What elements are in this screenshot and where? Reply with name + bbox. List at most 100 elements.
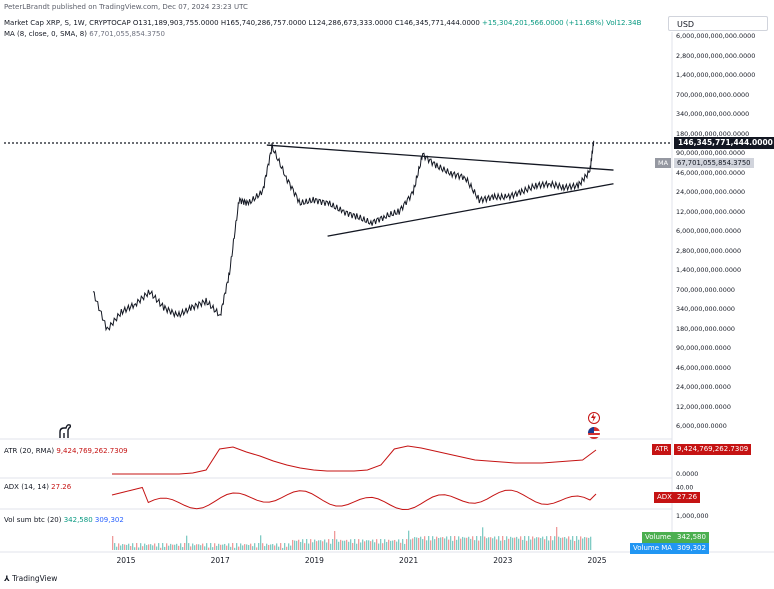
volume-bar: [558, 536, 560, 550]
volume-bar: [138, 547, 140, 550]
volume-bar: [176, 543, 178, 550]
volume-bar: [296, 540, 298, 550]
last-price-badge: 146,345,771,444.0000: [674, 137, 774, 149]
lower-trendline: [327, 183, 614, 237]
volume-bar: [450, 536, 452, 550]
close-value: C146,345,771,444.0000: [394, 19, 480, 27]
volume-bar: [360, 542, 362, 550]
volume-bar: [272, 544, 274, 550]
volume-bar: [336, 539, 338, 550]
volume-bar: [460, 538, 462, 550]
volume-bar: [164, 546, 166, 550]
volume-value-2: 309,302: [94, 516, 124, 524]
volume-bar: [322, 541, 324, 550]
volume-bar: [316, 541, 318, 550]
volume-bar: [502, 536, 504, 550]
volume-bar: [156, 546, 158, 550]
atr-value: 9,424,769,262.7309: [56, 447, 128, 455]
currency-selector[interactable]: USD: [668, 16, 768, 31]
price-tick: 1,400,000,000.0000: [676, 266, 742, 274]
atr-tag: ATR: [652, 444, 672, 455]
ma-label: MA (8, close, 0, SMA, 8): [4, 30, 87, 38]
volume-bar: [196, 544, 198, 550]
volume-bar: [130, 546, 132, 550]
volume-value: Vol12.34B: [606, 19, 642, 27]
volume-bar: [288, 543, 290, 550]
volume-bar: [366, 540, 368, 550]
symbol-name: Market Cap XRP, S, 1W, CRYPTOCAP: [4, 19, 131, 27]
volume-bar: [576, 536, 578, 550]
volume-bar: [270, 544, 272, 550]
volume-bar: [404, 543, 406, 550]
volume-bar: [342, 540, 344, 550]
volume-bar: [290, 545, 292, 550]
volume-bar: [198, 544, 200, 550]
volume-bar: [184, 543, 186, 550]
volume-bar: [118, 543, 120, 550]
price-line: [92, 140, 595, 332]
volume-bar: [212, 547, 214, 550]
volume-bars: [112, 527, 592, 550]
flag-icon[interactable]: [588, 427, 600, 439]
volume-tag: Volume: [642, 532, 675, 543]
price-tick: 6,000,000,000.0000: [676, 227, 742, 235]
volume-bar: [532, 536, 534, 550]
volume-bar: [350, 539, 352, 550]
volume-label: Vol sum btc (20): [4, 516, 62, 524]
volume-bar: [570, 539, 572, 550]
volume-bar: [384, 539, 386, 550]
volume-bar: [150, 544, 152, 550]
price-tick: 180,000,000,000.0000: [676, 129, 750, 138]
volume-bar: [448, 539, 450, 550]
volume-bar: [146, 545, 148, 550]
volume-bar: [220, 544, 222, 550]
volume-bar: [160, 547, 162, 550]
volume-bar: [392, 540, 394, 550]
high-value: H165,740,286,757.0000: [220, 19, 307, 27]
atr-legend: ATR (20, RMA) 9,424,769,262.7309: [4, 447, 128, 455]
volume-bar: [364, 541, 366, 550]
price-tick: 46,000,000.0000: [676, 363, 731, 372]
change-value: +15,304,201,566.0000 (+11.68%): [482, 19, 604, 27]
atr-zero-tick: 0.0000: [676, 470, 699, 478]
volume-bar: [174, 544, 176, 550]
volume-legend: Vol sum btc (20) 342,580 309,302: [4, 516, 124, 524]
trendlines: [266, 144, 614, 237]
volume-bar: [224, 543, 226, 550]
volume-bar: [552, 540, 554, 550]
volume-bar: [210, 543, 212, 550]
volume-bar: [356, 543, 358, 550]
price-tick: 6,000,000,000,000.0000: [676, 32, 756, 40]
volume-bar: [262, 543, 264, 550]
time-tick: 2019: [304, 556, 324, 565]
volume-bar: [400, 542, 402, 550]
volume-bar: [178, 545, 180, 550]
volume-bar: [236, 543, 238, 550]
lightning-icon[interactable]: [588, 412, 600, 424]
volume-bar: [266, 543, 268, 550]
volume-bar: [478, 540, 480, 550]
price-tick: 12,000,000.0000: [676, 402, 731, 411]
volume-ma-badge: 309,302: [674, 543, 709, 554]
volume-bar: [204, 546, 206, 550]
price-tick: 180,000,000.0000: [676, 324, 735, 333]
volume-bar: [256, 547, 258, 550]
volume-bar: [320, 540, 322, 550]
volume-bar: [550, 536, 552, 550]
volume-bar: [446, 536, 448, 550]
volume-bar: [314, 539, 316, 550]
volume-bar: [554, 536, 556, 550]
volume-bar: [258, 543, 260, 550]
price-tick: 700,000,000,000.0000: [676, 90, 750, 99]
volume-bar: [368, 540, 370, 550]
volume-bar: [280, 543, 282, 550]
volume-bar: [238, 546, 240, 550]
volume-bar: [154, 543, 156, 550]
volume-bar: [194, 545, 196, 550]
volume-bar: [508, 538, 510, 550]
volume-bar: [376, 539, 378, 550]
volume-bar: [396, 541, 398, 550]
ma-header: MA (8, close, 0, SMA, 8) 67,701,055,854.…: [4, 30, 165, 38]
price-tick: 700,000,000.0000: [676, 285, 735, 294]
volume-bar: [424, 536, 426, 550]
